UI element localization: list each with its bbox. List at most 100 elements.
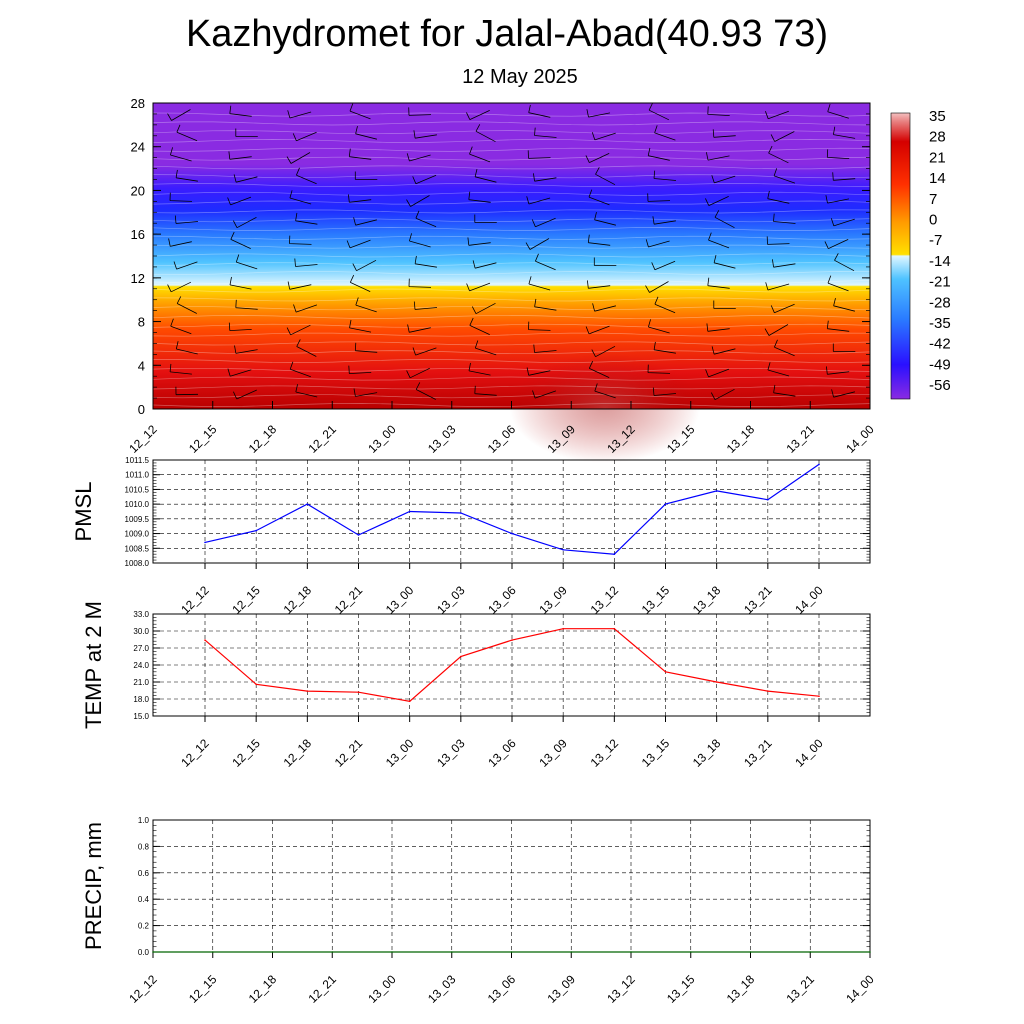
contour-line xyxy=(152,218,871,223)
colorbar-label: -28 xyxy=(929,294,951,311)
wind-barb xyxy=(227,196,252,206)
data-point xyxy=(869,951,871,953)
wind-barb xyxy=(654,125,676,141)
wind-barb xyxy=(346,239,371,249)
wind-barb xyxy=(409,233,431,248)
wind-barb xyxy=(233,174,258,183)
y-tick-label: 12 xyxy=(131,271,145,286)
wind-barb xyxy=(714,210,735,229)
wind-barb xyxy=(354,342,378,353)
chart-date: 12 May 2025 xyxy=(462,66,578,88)
wind-barb xyxy=(408,107,432,116)
y-tick-label: 0.0 xyxy=(138,948,150,957)
x-tick-label: 12_21 xyxy=(305,422,339,456)
data-point xyxy=(306,690,309,692)
wind-barb xyxy=(469,146,491,163)
contour-line xyxy=(152,323,871,328)
wind-barb xyxy=(707,277,730,289)
wind-barb xyxy=(654,296,676,314)
cross-section-hotspot xyxy=(510,353,700,463)
x-tick-label: 12_15 xyxy=(229,736,263,770)
wind-barb xyxy=(528,276,551,291)
wind-barb xyxy=(293,304,318,313)
contour-line xyxy=(152,271,871,275)
y-tick-label: 27.0 xyxy=(133,644,149,653)
wind-barb xyxy=(408,278,432,288)
wind-barb xyxy=(585,153,610,163)
wind-barb xyxy=(228,322,252,331)
data-point xyxy=(767,498,769,501)
wind-barb xyxy=(826,320,850,332)
x-tick-label: 12_18 xyxy=(281,736,315,770)
wind-barb xyxy=(233,389,257,400)
x-tick-label: 13_06 xyxy=(485,972,519,1006)
wind-barb xyxy=(475,124,496,143)
wind-barb xyxy=(168,238,192,247)
wind-barb xyxy=(414,255,437,268)
y-tick-label: 21.0 xyxy=(133,678,149,687)
wind-barb xyxy=(712,129,736,138)
wind-barb xyxy=(176,296,197,314)
y-tick-label: 24.0 xyxy=(133,661,149,670)
wind-barb xyxy=(831,389,855,398)
wind-barb xyxy=(770,131,795,142)
wind-barb xyxy=(175,386,199,396)
wind-barb xyxy=(827,103,849,119)
wind-barb xyxy=(708,232,730,249)
x-tick-label: 13_21 xyxy=(783,422,817,456)
wind-barb xyxy=(647,193,671,202)
wind-barb xyxy=(647,364,671,374)
colorbar-label: 35 xyxy=(929,108,946,125)
data-point xyxy=(767,690,769,692)
wind-barb xyxy=(832,172,856,181)
temp-panel: 15.0 18.0 21.0 24.0 27.0 30.0 33.0 12_12 12_15 12… xyxy=(81,601,871,770)
wind-barb xyxy=(652,387,677,396)
wind-barb xyxy=(705,368,730,378)
x-tick-label: 13_09 xyxy=(536,583,570,617)
wind-barb xyxy=(535,253,556,271)
y-tick-label: 30.0 xyxy=(133,627,149,636)
colorbar-label: -49 xyxy=(929,356,951,373)
contour-line xyxy=(152,350,871,355)
x-tick-label: 13_15 xyxy=(664,972,698,1006)
wind-barb xyxy=(474,169,497,183)
x-tick-label: 12_15 xyxy=(229,583,263,617)
x-tick-label: 12_21 xyxy=(332,583,366,617)
pmsl-panel: 1008.0 1008.5 1009.0 1009.5 1010.0 1010.5 1011… xyxy=(71,456,871,617)
wind-barb xyxy=(826,366,850,375)
x-tick-label: 12_12 xyxy=(126,422,160,456)
data-point xyxy=(152,951,154,953)
x-tick-label: 13_00 xyxy=(365,422,399,456)
contour-line xyxy=(152,130,871,135)
x-tick-label: 13_09 xyxy=(544,972,578,1006)
data-point xyxy=(451,951,453,953)
x-tick-label: 13_06 xyxy=(485,583,519,617)
wind-barb xyxy=(406,367,431,379)
wind-barb xyxy=(354,171,378,180)
data-point xyxy=(562,549,564,551)
wind-barb xyxy=(295,212,318,225)
wind-barb xyxy=(653,341,676,354)
wind-barb xyxy=(466,110,490,120)
wind-barb xyxy=(468,191,491,203)
plot-frame xyxy=(152,459,871,564)
contour-line xyxy=(152,227,871,231)
colorbar-label: 0 xyxy=(929,212,937,229)
data-point xyxy=(255,683,257,686)
data-point xyxy=(664,503,667,505)
y-tick-label: 1.0 xyxy=(138,816,150,825)
x-tick-label: 13_21 xyxy=(783,972,817,1006)
x-tick-label: 13_09 xyxy=(536,736,570,770)
x-tick-label: 13_21 xyxy=(741,583,775,617)
wind-barb xyxy=(534,298,557,311)
colorbar-label: 21 xyxy=(929,149,946,166)
y-tick-label: 8 xyxy=(138,315,145,330)
x-tick-label: 12_12 xyxy=(178,583,212,617)
colorbar-label: -42 xyxy=(929,336,951,353)
wind-barb xyxy=(533,173,557,182)
contour-line xyxy=(152,244,871,249)
cross-section-panel: 0 4 8 12 16 20 24 28 12_12 12_15 12_18 12_21 13_00 1… xyxy=(126,96,877,463)
contour-line xyxy=(152,200,871,205)
wind-barb xyxy=(235,128,258,137)
wind-barb xyxy=(295,384,318,398)
